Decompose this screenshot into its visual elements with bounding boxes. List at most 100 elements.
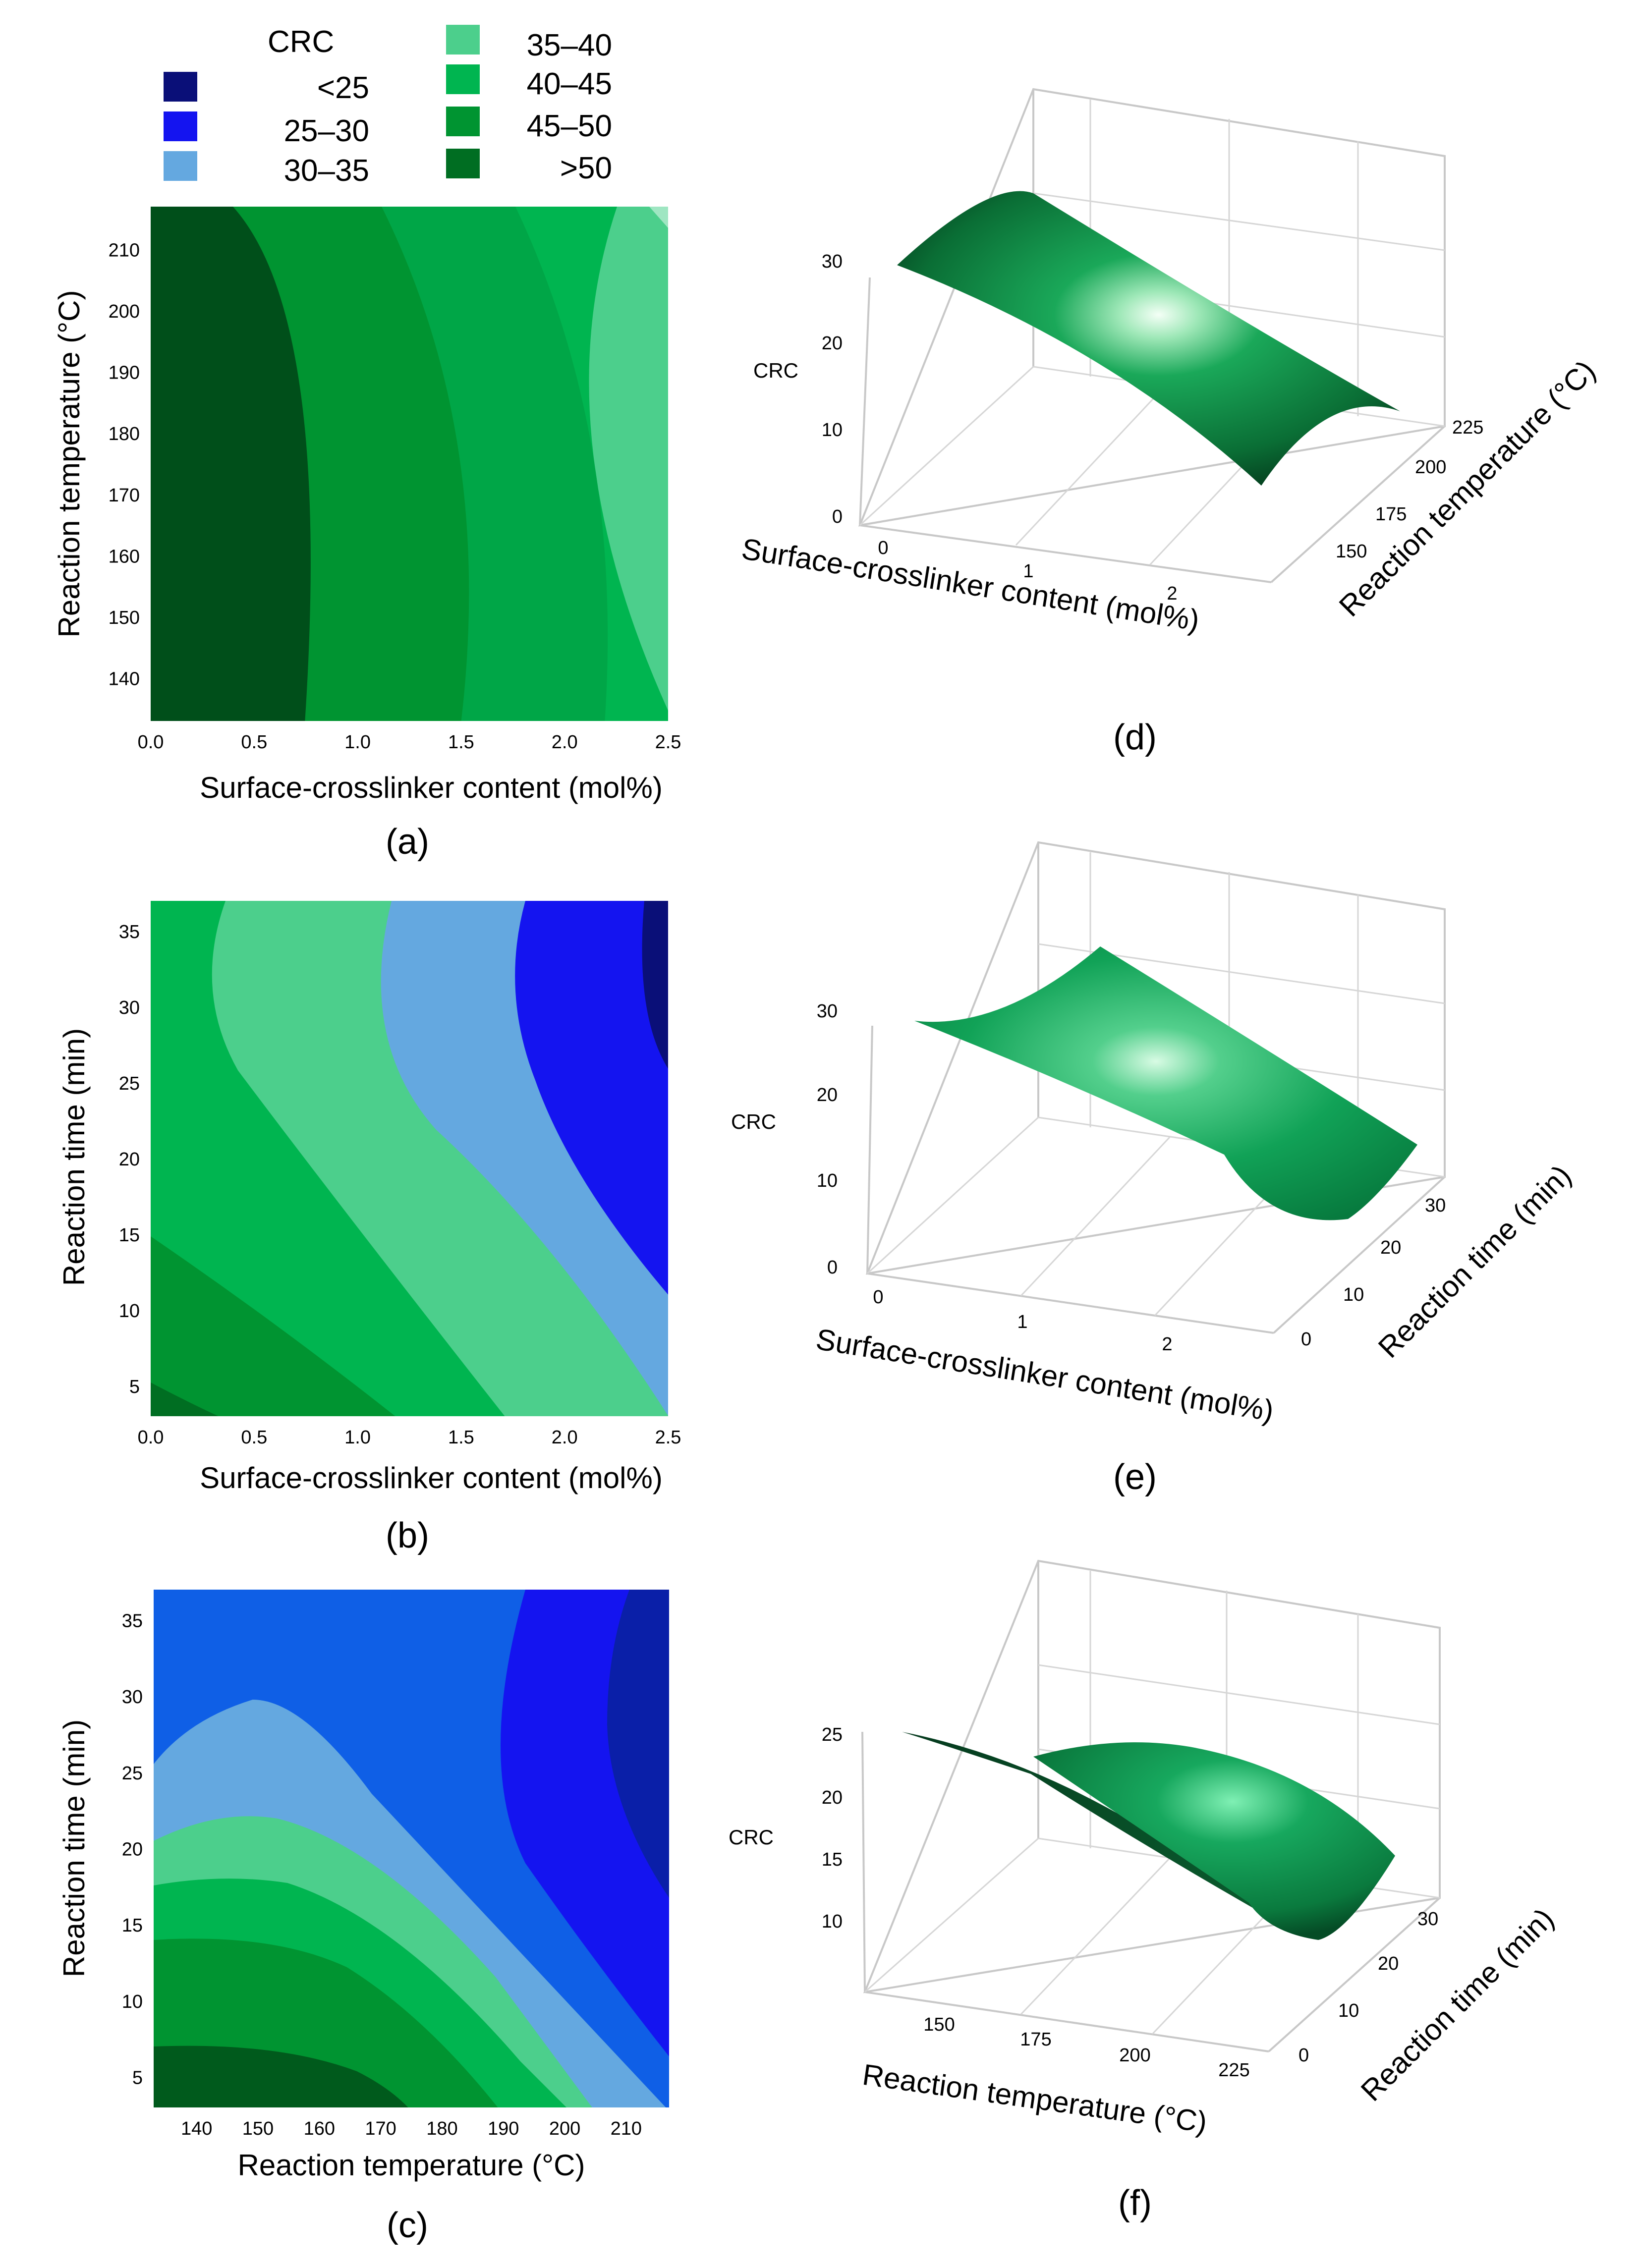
z-axis-label-f: CRC [729, 1825, 774, 1849]
y-tick-e-30: 30 [1425, 1195, 1446, 1216]
x-tick-c: 180 [426, 2118, 457, 2139]
z-tick-d-20: 20 [822, 333, 843, 354]
y-tick-b: 10 [119, 1301, 140, 1322]
y-tick-a: 200 [109, 301, 140, 322]
y-tick-e-0: 0 [1301, 1329, 1311, 1350]
y-tick-b: 35 [119, 922, 140, 942]
x-axis-label-f: Reaction temperature (°C) [860, 2058, 1209, 2139]
x-tick-a: 0.5 [241, 732, 267, 753]
x-tick-a: 2.5 [655, 732, 681, 753]
z-tick-d-30: 30 [822, 251, 843, 272]
x-tick-a: 2.0 [552, 732, 578, 753]
contour-plot-a: Surface-crosslinker content (mol%) React… [53, 207, 681, 862]
x-tick-b: 1.5 [448, 1427, 474, 1448]
legend: CRC <25 25–30 30–35 35–40 40–45 45–50 >5… [164, 25, 612, 188]
y-tick-e-10: 10 [1343, 1284, 1364, 1305]
z-axis-label-d: CRC [753, 359, 798, 382]
y-tick-d-150: 150 [1336, 541, 1367, 562]
legend-swatch-35-40 [446, 25, 480, 55]
x-tick-b: 2.5 [655, 1427, 681, 1448]
y-axis-label-b: Reaction time (min) [57, 1028, 91, 1286]
y-tick-a: 190 [109, 363, 140, 384]
contour-region-c-lt25 [607, 1590, 669, 1898]
y-tick-d-225: 225 [1452, 417, 1483, 438]
y-tick-a: 180 [109, 424, 140, 444]
grid-d-3 [1015, 386, 1166, 546]
y-tick-b: 25 [119, 1073, 140, 1094]
z-tick-e-0: 0 [827, 1257, 838, 1278]
y-tick-a: 140 [109, 669, 140, 690]
z-tick-e-10: 10 [817, 1170, 838, 1191]
x-axis-label-a: Surface-crosslinker content (mol%) [200, 771, 663, 804]
legend-label-45-50: 45–50 [527, 109, 612, 143]
panel-label-b: (b) [386, 1516, 429, 1555]
y-tick-f-20: 20 [1378, 1953, 1399, 1974]
surface-d [897, 191, 1400, 486]
y-tick-b: 15 [119, 1225, 140, 1246]
y-tick-a: 150 [109, 608, 140, 628]
z-tick-f-15: 15 [822, 1849, 843, 1870]
x-axis-label-e: Surface-crosslinker content (mol%) [814, 1323, 1276, 1428]
x-tick-b: 0.0 [138, 1427, 164, 1448]
panel-label-c: (c) [387, 2206, 428, 2245]
y-tick-f-10: 10 [1338, 2000, 1359, 2021]
box-d-edge [859, 524, 1272, 583]
z-tick-f-25: 25 [822, 1724, 843, 1745]
contour-region-b-gt50 [151, 1383, 219, 1416]
y-tick-f-30: 30 [1417, 1909, 1438, 1930]
legend-label-40-45: 40–45 [527, 67, 612, 101]
x-tick-c: 200 [549, 2118, 580, 2139]
y-tick-b: 5 [129, 1377, 140, 1397]
x-tick-c: 210 [611, 2118, 642, 2139]
z-tick-e-20: 20 [817, 1085, 838, 1106]
surface-plot-e: CRC Surface-crosslinker content (mol%) R… [731, 841, 1578, 1497]
y-tick-c: 35 [122, 1610, 143, 1631]
z-tick-d-0: 0 [832, 506, 843, 527]
legend-swatch-45-50 [446, 107, 480, 136]
box-f-edge3 [861, 1731, 866, 1992]
x-tick-c: 170 [365, 2118, 396, 2139]
y-tick-c: 10 [122, 1991, 143, 2012]
y-axis-label-c: Reaction time (min) [57, 1719, 91, 1977]
box-e-edge3 [866, 1025, 873, 1274]
contour-region-b-45-50 [151, 1236, 395, 1416]
x-tick-c: 190 [488, 2118, 519, 2139]
grid-f-2 [864, 1837, 1039, 1993]
legend-swatch-40-45 [446, 64, 480, 94]
x-tick-a: 1.5 [448, 732, 474, 753]
y-tick-c: 30 [122, 1687, 143, 1708]
legend-swatch-25-30 [164, 111, 197, 141]
x-tick-e-0: 0 [873, 1287, 883, 1308]
y-tick-c: 5 [132, 2068, 143, 2089]
surface-e [914, 946, 1417, 1220]
x-tick-d-0: 0 [878, 538, 888, 558]
z-tick-f-20: 20 [822, 1787, 843, 1808]
x-tick-c: 150 [242, 2118, 274, 2139]
x-axis-label-d: Surface-crosslinker content (mol%) [739, 532, 1202, 637]
x-tick-e-2: 2 [1162, 1334, 1172, 1355]
surface-plot-f: CRC Reaction temperature (°C) Reaction t… [729, 1559, 1560, 2223]
contour-plot-c: Reaction temperature (°C) Reaction time … [57, 1590, 669, 2245]
y-tick-a: 170 [109, 485, 140, 506]
grid-e-2 [866, 1116, 1039, 1274]
box-e-edge2 [1273, 1176, 1446, 1334]
legend-label-30-35: 30–35 [284, 154, 369, 188]
z-axis-label-e: CRC [731, 1110, 776, 1133]
x-tick-b: 0.5 [241, 1427, 267, 1448]
contour-region-c-gt50 [154, 2046, 408, 2107]
contour-region-a-30-35 [649, 207, 668, 228]
y-axis-label-f: Reaction time (min) [1355, 1902, 1560, 2107]
z-tick-d-10: 10 [822, 420, 843, 441]
z-tick-f-10: 10 [822, 1911, 843, 1932]
x-tick-b: 1.0 [344, 1427, 371, 1448]
x-tick-b: 2.0 [552, 1427, 578, 1448]
grid-e-3 [1020, 1136, 1171, 1297]
surface-f [1033, 1742, 1395, 1940]
legend-label-gt50: >50 [560, 151, 612, 185]
legend-swatch-gt50 [446, 149, 480, 178]
legend-swatch-lt25 [164, 72, 197, 102]
y-tick-a: 210 [109, 240, 140, 261]
y-tick-b: 30 [119, 997, 140, 1018]
box-e-edge [867, 1272, 1274, 1334]
